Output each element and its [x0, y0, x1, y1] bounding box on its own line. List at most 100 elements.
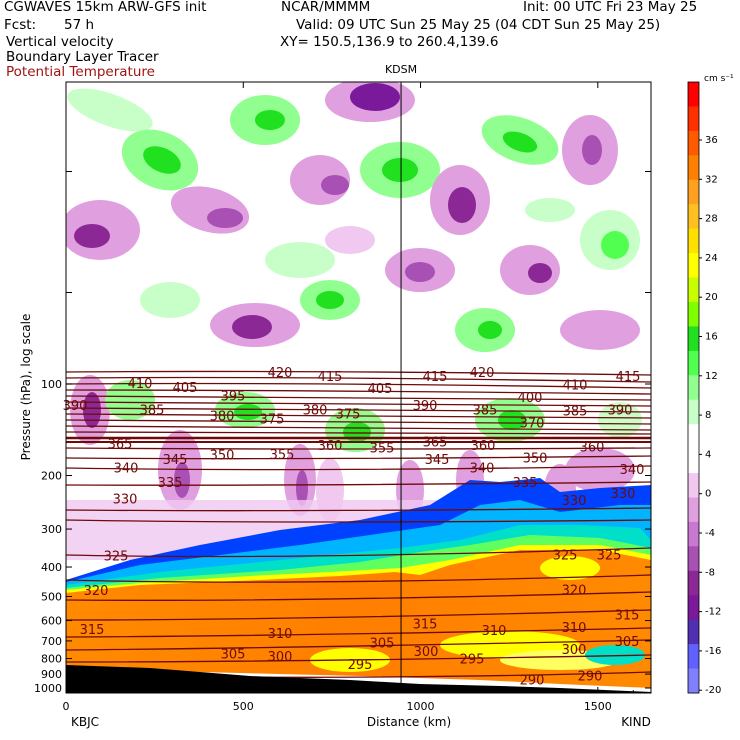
- theta-label: 320: [84, 584, 109, 599]
- colorbar-swatch: [688, 82, 699, 107]
- theta-label: 350: [210, 449, 235, 464]
- colorbar-tick-label: 4: [705, 449, 711, 460]
- y-tick-label: 200: [41, 470, 62, 483]
- theta-label: 295: [460, 652, 485, 667]
- theta-label: 390: [608, 403, 633, 418]
- colorbar-tick-label: 12: [705, 371, 718, 382]
- theta-label: 300: [562, 643, 587, 658]
- colorbar-swatch: [688, 473, 699, 498]
- colorbar-tick-label: 20: [705, 292, 718, 303]
- y-tick-label: 800: [41, 653, 62, 666]
- x-tick-label: 0: [63, 700, 70, 713]
- colorbar-swatch: [688, 375, 699, 401]
- y-axis-label: Pressure (hPa), log scale: [19, 314, 33, 461]
- shaded-fields: [66, 82, 651, 693]
- y-tick-label: 900: [41, 668, 62, 681]
- field-vertical-velocity: Vertical velocity: [6, 34, 114, 50]
- theta-label: 325: [597, 548, 622, 563]
- theta-label: 305: [370, 637, 395, 652]
- theta-label: 340: [470, 462, 495, 477]
- colorbar-swatch: [688, 155, 699, 181]
- theta-label: 300: [414, 645, 439, 660]
- theta-label: 315: [413, 617, 438, 632]
- theta-label: 335: [158, 476, 183, 491]
- colorbar-tick-label: 32: [705, 174, 718, 185]
- y-tick-label: 400: [41, 561, 62, 574]
- theta-label: 360: [318, 439, 343, 454]
- start-station-label: KBJC: [71, 715, 99, 729]
- theta-label: 330: [113, 493, 138, 508]
- theta-label: 345: [163, 453, 188, 468]
- theta-label: 405: [368, 382, 393, 397]
- x-axis-label: Distance (km): [367, 715, 451, 729]
- theta-label: 365: [108, 437, 133, 452]
- theta-label: 365: [423, 436, 448, 451]
- theta-label: 345: [425, 453, 450, 468]
- colorbar-tick-label: 36: [705, 135, 718, 146]
- forecast-label: Fcst:: [4, 17, 37, 33]
- theta-label: 290: [578, 670, 603, 685]
- cross-section-endpoints: XY= 150.5,136.9 to 260.4,139.6: [280, 34, 499, 50]
- forecast-hour: 57 h: [64, 17, 95, 33]
- theta-label: 390: [63, 399, 88, 414]
- y-tick-label: 100: [41, 378, 62, 391]
- colorbar-swatch: [688, 521, 699, 547]
- colorbar-tick-label: -20: [705, 685, 721, 696]
- theta-label: 410: [563, 378, 588, 393]
- theta-label: 350: [523, 452, 548, 467]
- theta-label: 405: [173, 381, 198, 396]
- init-time: Init: 00 UTC Fri 23 May 25: [523, 0, 698, 15]
- colorbar-swatch: [688, 179, 699, 205]
- theta-label: 420: [268, 366, 293, 381]
- theta-label: 320: [562, 584, 587, 599]
- theta-label: 375: [260, 413, 285, 428]
- colorbar-swatch: [688, 497, 699, 523]
- colorbar-swatch: [688, 570, 699, 596]
- colorbar-swatch: [688, 228, 699, 254]
- theta-label: 340: [620, 463, 645, 478]
- colorbar-swatch: [688, 399, 699, 425]
- theta-label: 385: [473, 403, 498, 418]
- colorbar-swatch: [688, 668, 699, 694]
- theta-label: 420: [470, 366, 495, 381]
- colorbar: 36 32 28 24 20 16 12 8 4 0 -4 -8 -12 -16 -20: [687, 81, 721, 696]
- theta-label: 315: [80, 623, 105, 638]
- plot-frame: [65, 81, 652, 694]
- theta-label: 340: [114, 462, 139, 477]
- theta-label: 305: [615, 635, 640, 650]
- colorbar-tick-label: 24: [705, 253, 718, 264]
- x-tick-label: 500: [233, 700, 254, 713]
- theta-label: 385: [140, 403, 165, 418]
- theta-label: 355: [370, 442, 395, 457]
- colorbar-tick-label: 28: [705, 214, 718, 225]
- theta-label: 300: [268, 650, 293, 665]
- colorbar-swatch: [688, 424, 699, 450]
- model-title: CGWAVES 15km ARW-GFS init: [4, 0, 207, 15]
- theta-label: 380: [303, 403, 328, 418]
- colorbar-swatch: [688, 106, 699, 132]
- colorbar-swatch: [688, 546, 699, 572]
- theta-label: 410: [128, 377, 153, 392]
- colorbar-swatch: [688, 644, 699, 670]
- colorbar-swatch: [688, 130, 699, 156]
- colorbar-swatch: [688, 448, 699, 474]
- theta-label: 395: [221, 390, 246, 405]
- theta-label: 335: [513, 476, 538, 491]
- colorbar-swatch: [688, 204, 699, 230]
- org-label: NCAR/MMMM: [281, 0, 371, 15]
- theta-label: 325: [104, 550, 129, 565]
- theta-label: 380: [210, 410, 235, 425]
- colorbar-swatch: [688, 350, 699, 376]
- colorbar-frame: [687, 81, 700, 694]
- colorbar-tick-label: 16: [705, 332, 718, 343]
- x-tick-label: 1000: [407, 700, 435, 713]
- terrain: [66, 665, 651, 693]
- colorbar-swatch: [688, 277, 699, 303]
- theta-label: 415: [616, 370, 641, 385]
- theta-label: 325: [553, 548, 578, 563]
- x-tick-label: 1500: [584, 700, 612, 713]
- boundary-layer-tracer-shading: [66, 478, 651, 693]
- theta-label: 390: [413, 399, 438, 414]
- theta-label: 330: [611, 487, 636, 502]
